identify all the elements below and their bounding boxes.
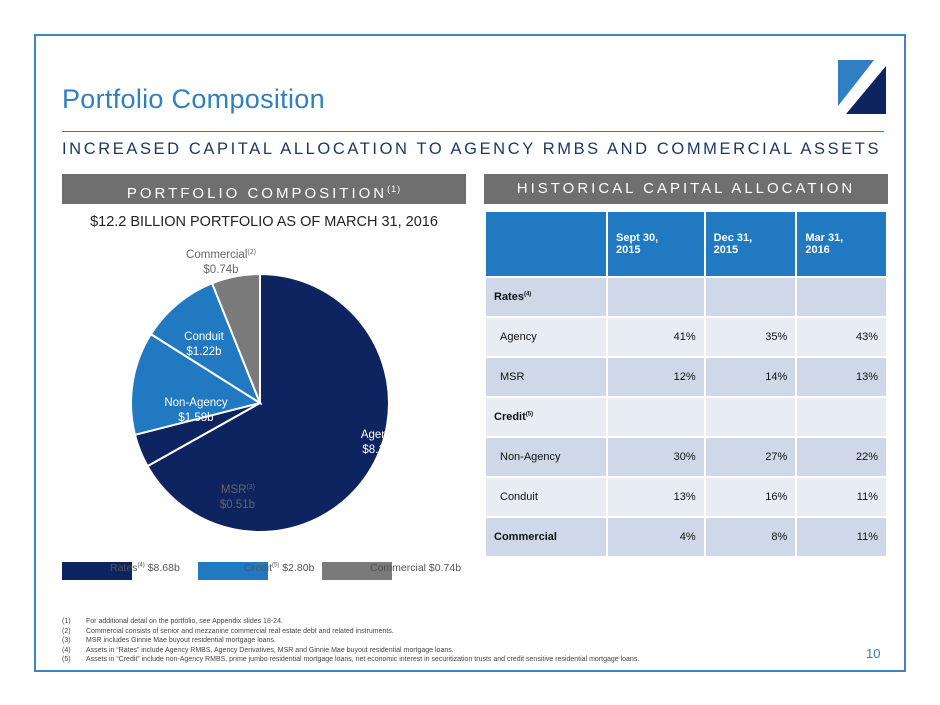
- title-divider: [62, 131, 884, 132]
- table-cell-value: 13%: [608, 478, 704, 518]
- slide-frame: [34, 34, 906, 672]
- table-row-label: Commercial: [486, 518, 606, 558]
- table-cell-value: 22%: [797, 438, 886, 478]
- table-cell-value: 35%: [705, 318, 796, 358]
- pie-label-non-agency: Non-Agency $1.58b: [164, 397, 228, 424]
- portfolio-pie-chart: Agency $8.17b MSR(3) $0.51b Non-Agency $1.58b…: [130, 249, 400, 533]
- pie-slice-commercial: [210, 272, 261, 404]
- table-row-label: Credit(5): [486, 398, 606, 438]
- table-row: Agency 41% 35% 43%: [486, 318, 886, 358]
- legend-label-credit: Credit(5) $2.80b: [244, 562, 315, 574]
- table-cell-value: [797, 398, 886, 438]
- table-cell-value: 41%: [608, 318, 704, 358]
- portfolio-composition-header: PORTFOLIO COMPOSITION(1): [62, 174, 466, 204]
- table-row: Non-Agency 30% 27% 22%: [486, 438, 886, 478]
- pie-label-commercial: Commercial(2) $0.74b: [186, 249, 256, 276]
- page-number: 10: [866, 646, 881, 661]
- table-cell-value: [705, 278, 796, 318]
- pie-slice-conduit: [149, 281, 263, 406]
- table-cell-value: 14%: [705, 358, 796, 398]
- footnote: (1) For additional detail on the portfoli…: [62, 618, 283, 625]
- table-row-label: MSR: [486, 358, 606, 398]
- pie-label-agency: Agency $8.17b: [361, 429, 400, 456]
- table-cell-value: [608, 278, 704, 318]
- legend-swatch-commercial: [322, 562, 392, 580]
- page-title: Portfolio Composition: [62, 84, 325, 114]
- table-row-label: Non-Agency: [486, 438, 606, 478]
- table-row-label: Rates(4): [486, 278, 606, 318]
- table-cell-value: [705, 398, 796, 438]
- table-row-label: Conduit: [486, 478, 606, 518]
- company-logo: [838, 60, 886, 114]
- table-row: Credit(5): [486, 398, 886, 438]
- table-cell-value: 13%: [797, 358, 886, 398]
- legend-label-commercial: Commercial $0.74b: [370, 562, 462, 574]
- pie-chart-title: $12.2 BILLION PORTFOLIO AS OF MARCH 31, …: [90, 214, 438, 230]
- table-cell-value: 8%: [705, 518, 796, 558]
- table-cell-value: 27%: [705, 438, 796, 478]
- footnote: (2) Commercial consists of senior and mez…: [62, 627, 394, 635]
- table-row: Commercial 4% 8% 11%: [486, 518, 886, 558]
- footnotes: (1) For additional detail on the portfoli…: [62, 617, 639, 665]
- page-subtitle: INCREASED CAPITAL ALLOCATION TO AGENCY R…: [62, 140, 882, 158]
- table-row: Conduit 13% 16% 11%: [486, 478, 886, 518]
- footnote: (5) Assets in “Credit” include non-Agency…: [62, 656, 640, 663]
- historical-allocation-table: Sept 30, 2015 Dec 31, 2015 Mar 31, 2016 Rates…: [484, 212, 888, 558]
- pie-label-msr: MSR(3) $0.51b: [220, 484, 255, 511]
- table-cell-value: [608, 398, 704, 438]
- table-header-date: Dec 31, 2015: [705, 212, 796, 278]
- table-header-blank: [486, 212, 606, 278]
- pie-slice-agency: [146, 272, 390, 533]
- table-cell-value: 4%: [608, 518, 704, 558]
- table-header-date: Mar 31, 2016: [797, 212, 886, 278]
- legend-label-rates: Rates(4) $8.68b: [110, 562, 180, 574]
- pie-label-conduit: Conduit $1.22b: [184, 331, 224, 358]
- historical-allocation-header: HISTORICAL CAPITAL ALLOCATION: [484, 174, 888, 204]
- table-header-date: Sept 30, 2015: [608, 212, 704, 278]
- table-cell-value: 16%: [705, 478, 796, 518]
- table-cell-value: 11%: [797, 478, 886, 518]
- pie-slice-non-agency: [130, 332, 263, 437]
- footnote: (3) MSR includes Ginnie Mae buyout reside…: [62, 637, 276, 644]
- pie-legend: Rates(4) $8.68b Credit(5) $2.80b Commercia…: [62, 562, 466, 582]
- footnote: (4) Assets in “Rates” include Agency RMBS…: [62, 646, 454, 654]
- table-row-label: Agency: [486, 318, 606, 358]
- table-cell-value: 12%: [608, 358, 704, 398]
- table-cell-value: 30%: [608, 438, 704, 478]
- table-cell-value: [797, 278, 886, 318]
- table-row: Rates(4): [486, 278, 886, 318]
- table-row: MSR 12% 14% 13%: [486, 358, 886, 398]
- legend-swatch-rates: [62, 562, 132, 580]
- table-cell-value: 43%: [797, 318, 886, 358]
- table-cell-value: 11%: [797, 518, 886, 558]
- legend-swatch-credit: [198, 562, 268, 580]
